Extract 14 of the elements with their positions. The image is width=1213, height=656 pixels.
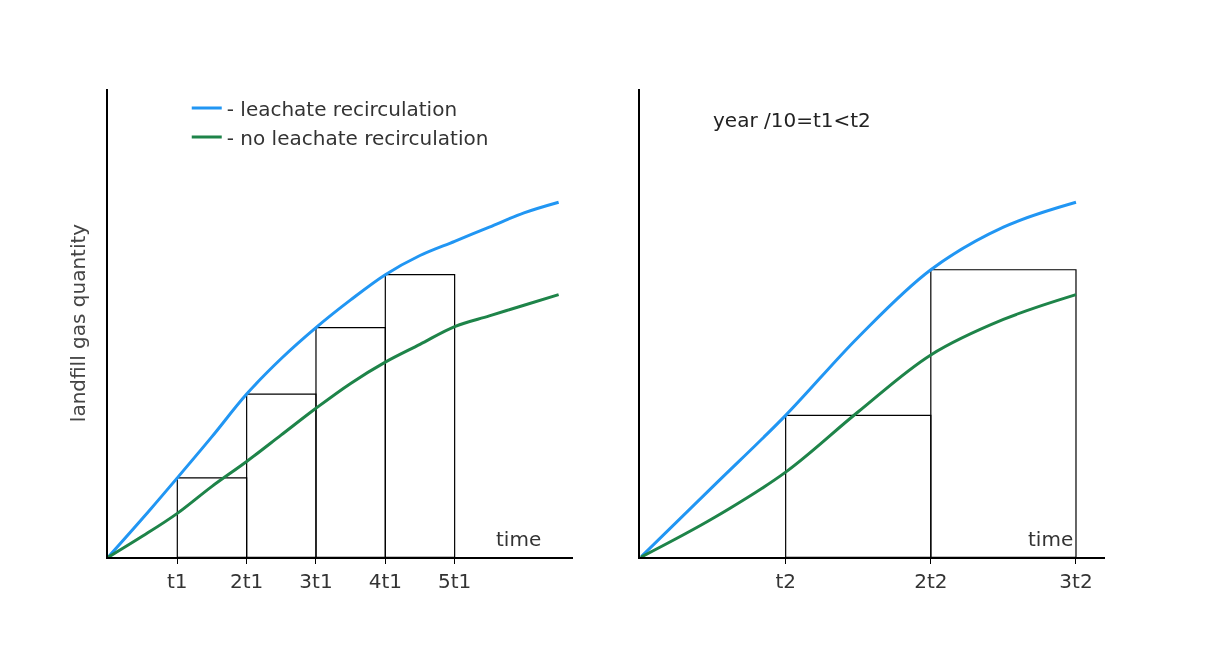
x-axis-title: time: [496, 527, 542, 551]
text: year /10=t1<t2: [713, 108, 871, 132]
y-axis-title: landfill gas quantity: [65, 223, 90, 423]
legend-label: - no leachate recirculation: [226, 125, 489, 150]
x-axis-title: time: [1028, 527, 1074, 551]
x-tick-label: 2t1: [230, 569, 264, 594]
x-tick-label: 3t1: [299, 569, 333, 594]
x-tick-label: t1: [167, 569, 188, 594]
x-tick-label: 3t2: [1059, 569, 1093, 594]
legend-label: - leachate recirculation: [226, 96, 458, 121]
x-tick-label: t2: [775, 569, 796, 594]
x-tick-label: 5t1: [437, 569, 472, 594]
x-tick-label: 4t1: [368, 569, 402, 594]
x-tick-label: 2t2: [914, 569, 948, 594]
